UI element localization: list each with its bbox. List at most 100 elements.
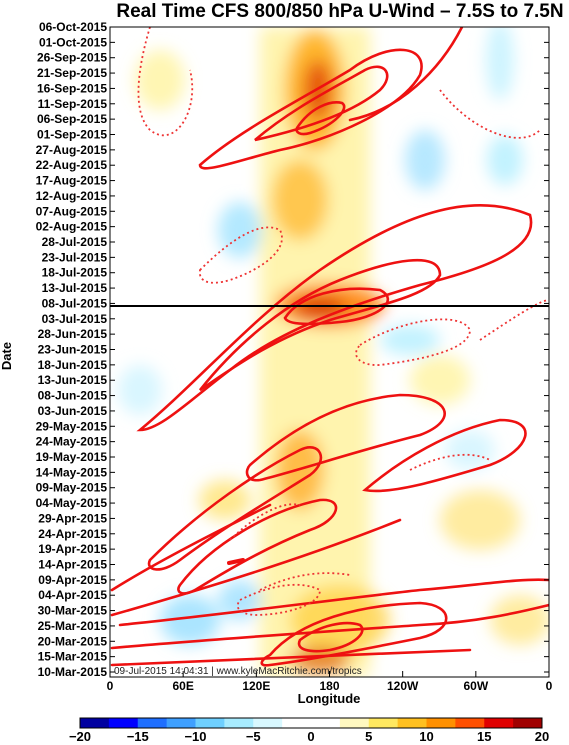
y-tick-label: 18-Jul-2015	[42, 266, 108, 280]
y-tick-label: 24-Apr-2015	[38, 527, 107, 541]
shade-blob	[272, 160, 328, 240]
colorbar-frame	[79, 717, 543, 729]
negative-contour	[355, 318, 471, 366]
y-tick-label: 18-Jun-2015	[38, 358, 108, 372]
shade-blob	[486, 27, 514, 100]
negative-contours	[137, 27, 549, 616]
colorbar-tick-label: −10	[184, 729, 206, 744]
colorbar-tick-label: −20	[69, 729, 91, 744]
shade-blob	[440, 490, 520, 550]
y-tick-label: 27-Aug-2015	[36, 143, 108, 157]
y-tick-label: 19-May-2015	[36, 450, 108, 464]
positive-contour	[245, 393, 446, 482]
positive-contour	[198, 48, 423, 170]
y-tick-label: 28-Jul-2015	[42, 235, 108, 249]
y-tick-label: 19-Apr-2015	[38, 542, 107, 556]
colorbar-swatch	[108, 718, 139, 728]
y-tick-label: 04-Apr-2015	[38, 588, 107, 602]
y-tick-label: 04-May-2015	[36, 496, 108, 510]
colorbar-swatch	[224, 718, 254, 728]
y-tick-label: 23-Jul-2015	[42, 250, 108, 264]
y-tick-label: 06-Sep-2015	[37, 112, 107, 126]
y-tick-label: 15-Mar-2015	[38, 650, 108, 664]
colorbar	[79, 717, 543, 729]
positive-contour	[110, 648, 472, 667]
y-tick-label: 01-Sep-2015	[37, 128, 107, 142]
colorbar-swatch	[282, 718, 312, 728]
y-tick-label: 06-Oct-2015	[39, 20, 107, 34]
shade-blob	[405, 130, 445, 190]
y-tick-label: 07-Aug-2015	[36, 204, 108, 218]
y-tick-label: 30-Mar-2015	[38, 604, 108, 618]
footer-stamp: 09-Jul-2015 14:04:31 | www.kyleMacRitchi…	[114, 666, 362, 677]
shade-blob	[290, 646, 350, 674]
y-tick-label: 23-Jun-2015	[38, 343, 108, 357]
shade-blob	[380, 325, 440, 355]
colorbar-swatch	[513, 718, 543, 728]
x-axis: 0 60E 120E 180 120W 60W 0	[107, 671, 553, 693]
shade-blob	[490, 595, 549, 645]
positive-contour	[362, 418, 527, 493]
colorbar-tick-label: −15	[127, 729, 149, 744]
y-tick-label: 24-May-2015	[36, 435, 108, 449]
colorbar-tick-label: 5	[365, 729, 372, 744]
y-tick-label: 13-Jun-2015	[38, 373, 108, 387]
colorbar-swatch	[253, 718, 283, 728]
colorbar-swatch	[80, 718, 110, 728]
chart-title: Real Time CFS 800/850 hPa U-Wind – 7.5S …	[116, 1, 563, 22]
positive-contour	[283, 287, 390, 326]
positive-contour	[254, 65, 389, 142]
y-tick-label: 08-Jun-2015	[38, 389, 108, 403]
colorbar-swatch	[137, 718, 168, 728]
x-tick-label: 120W	[387, 679, 419, 693]
y-tick-label: 09-Apr-2015	[38, 573, 107, 587]
shade-blob	[135, 50, 185, 110]
positive-contour	[260, 601, 448, 667]
colorbar-swatch	[397, 718, 427, 728]
shade-blob	[199, 480, 251, 520]
positive-contour	[227, 558, 245, 565]
x-axis-label: Longitude	[298, 691, 361, 706]
colorbar-tick-label: −5	[246, 729, 261, 744]
positive-contour	[297, 621, 364, 653]
colorbar-swatch	[455, 718, 485, 728]
shade-blob	[445, 430, 495, 470]
positive-contour	[348, 27, 464, 122]
negative-contour	[439, 89, 541, 139]
x-tick-label: 60E	[172, 679, 193, 693]
negative-contour	[479, 299, 549, 341]
shade-blob	[410, 355, 470, 405]
positive-contour	[147, 446, 323, 571]
y-tick-label: 16-Sep-2015	[37, 81, 107, 95]
colorbar-tick-label: 15	[477, 729, 491, 744]
y-tick-label: 29-Apr-2015	[38, 511, 107, 525]
colorbar-swatch	[339, 718, 370, 728]
colorbar-tick-label: 0	[307, 729, 314, 744]
positive-contour	[295, 101, 346, 136]
positive-contour	[110, 518, 402, 617]
y-tick-label: 14-May-2015	[36, 465, 108, 479]
negative-contour	[137, 27, 194, 137]
colorbar-swatch	[426, 718, 456, 728]
y-tick-label: 03-Jun-2015	[38, 404, 108, 418]
y-tick-label: 17-Aug-2015	[36, 174, 108, 188]
y-tick-label: 09-May-2015	[36, 481, 108, 495]
negative-contour	[409, 453, 491, 471]
positive-contour	[110, 503, 272, 592]
y-tick-label: 14-Apr-2015	[38, 558, 107, 572]
y-tick-label: 21-Sep-2015	[37, 66, 107, 80]
colorbar-tick-label: 20	[535, 729, 549, 744]
x-tick-label: 180	[319, 679, 339, 693]
y-tick-label: 02-Aug-2015	[36, 220, 108, 234]
y-tick-label: 10-Mar-2015	[38, 665, 108, 679]
colorbar-tick-label: 10	[419, 729, 433, 744]
colorbar-swatch	[195, 718, 225, 728]
y-tick-label: 26-Sep-2015	[37, 51, 107, 65]
y-axis-label: Date	[0, 342, 14, 370]
y-tick-label: 25-Mar-2015	[38, 619, 108, 633]
y-tick-label: 08-Jul-2015	[42, 296, 108, 310]
shade-blob	[218, 202, 262, 258]
colorbar-ticks: −20 −15 −10 −5 0 5 10 15 20	[69, 729, 549, 744]
